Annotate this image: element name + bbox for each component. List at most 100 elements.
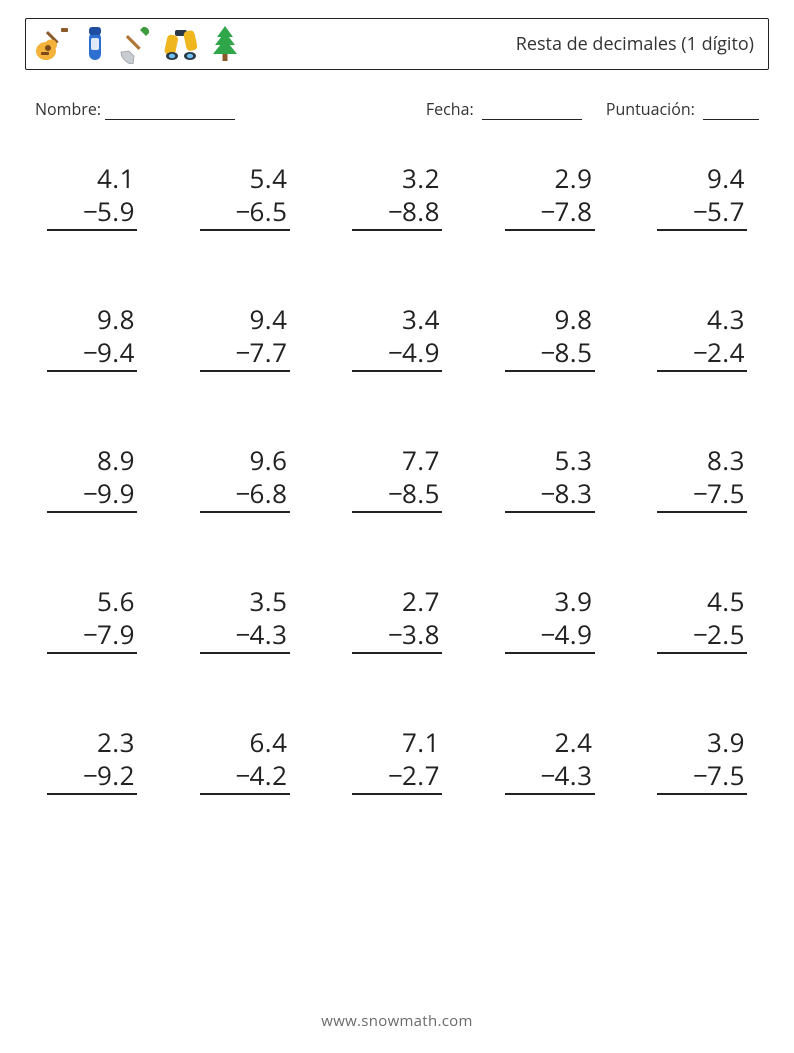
minuend: 5.3 xyxy=(505,444,595,477)
subtrahend-value: 8.5 xyxy=(554,334,592,370)
minuend: 2.3 xyxy=(47,726,137,759)
problem-cell: 9.4−7.7 xyxy=(200,303,290,372)
subtrahend: −7.8 xyxy=(505,195,595,232)
minuend: 4.5 xyxy=(657,585,747,618)
problem-cell: 2.9−7.8 xyxy=(505,162,595,231)
subtrahend: −2.5 xyxy=(657,618,747,655)
subtrahend: −2.4 xyxy=(657,336,747,373)
subtrahend: −8.3 xyxy=(505,477,595,514)
score-blank[interactable] xyxy=(703,102,759,120)
subtrahend: −7.5 xyxy=(657,759,747,796)
problem-cell: 8.9−9.9 xyxy=(47,444,137,513)
shovel-icon xyxy=(118,24,152,64)
problem-cell: 5.4−6.5 xyxy=(200,162,290,231)
subtrahend-value: 4.3 xyxy=(249,616,287,652)
subtrahend-value: 9.4 xyxy=(97,334,135,370)
subtrahend-value: 7.5 xyxy=(707,757,745,793)
problem-cell: 5.6−7.9 xyxy=(47,585,137,654)
subtrahend: −4.9 xyxy=(505,618,595,655)
minuend: 8.9 xyxy=(47,444,137,477)
subtrahend-value: 4.9 xyxy=(554,616,592,652)
guitar-icon xyxy=(34,25,72,63)
minuend: 9.8 xyxy=(47,303,137,336)
problem-cell: 9.8−8.5 xyxy=(505,303,595,372)
problem-cell: 3.2−8.8 xyxy=(352,162,442,231)
subtrahend: −8.5 xyxy=(352,477,442,514)
subtrahend: −7.7 xyxy=(200,336,290,373)
subtrahend-value: 3.8 xyxy=(402,616,440,652)
subtrahend: −7.5 xyxy=(657,477,747,514)
subtrahend-value: 6.8 xyxy=(249,475,287,511)
problem-cell: 3.9−4.9 xyxy=(505,585,595,654)
minuend: 9.4 xyxy=(200,303,290,336)
minuend: 4.3 xyxy=(657,303,747,336)
problem-cell: 3.4−4.9 xyxy=(352,303,442,372)
minuend: 2.9 xyxy=(505,162,595,195)
subtrahend-value: 7.8 xyxy=(554,193,592,229)
subtrahend-value: 4.2 xyxy=(249,757,287,793)
subtrahend-value: 7.7 xyxy=(249,334,287,370)
minuend: 9.6 xyxy=(200,444,290,477)
minuend: 5.4 xyxy=(200,162,290,195)
problem-cell: 2.7−3.8 xyxy=(352,585,442,654)
subtrahend-value: 8.3 xyxy=(554,475,592,511)
subtrahend-value: 7.9 xyxy=(97,616,135,652)
minuend: 7.1 xyxy=(352,726,442,759)
minuend: 4.1 xyxy=(47,162,137,195)
subtrahend: −8.8 xyxy=(352,195,442,232)
footer-url: www.snowmath.com xyxy=(0,1011,794,1031)
subtrahend: −9.9 xyxy=(47,477,137,514)
thermos-icon xyxy=(82,24,108,64)
score-label: Puntuación: xyxy=(606,98,695,120)
subtrahend-value: 6.5 xyxy=(249,193,287,229)
subtrahend: −4.9 xyxy=(352,336,442,373)
minuend: 7.7 xyxy=(352,444,442,477)
problem-cell: 9.8−9.4 xyxy=(47,303,137,372)
problem-row: 8.9−9.9 9.6−6.8 7.7−8.5 5.3−8.3 8.3−7.5 xyxy=(47,444,747,513)
minuend: 9.4 xyxy=(657,162,747,195)
name-blank[interactable] xyxy=(105,102,235,120)
worksheet-sheet: Resta de decimales (1 dígito) Nombre: Fe… xyxy=(0,0,794,795)
problem-cell: 7.7−8.5 xyxy=(352,444,442,513)
subtrahend-value: 5.9 xyxy=(97,193,135,229)
minuend: 3.9 xyxy=(657,726,747,759)
meta-left: Nombre: xyxy=(35,98,235,120)
subtrahend: −3.8 xyxy=(352,618,442,655)
minuend: 2.7 xyxy=(352,585,442,618)
problem-cell: 5.3−8.3 xyxy=(505,444,595,513)
problem-cell: 4.3−2.4 xyxy=(657,303,747,372)
problem-row: 9.8−9.4 9.4−7.7 3.4−4.9 9.8−8.5 4.3−2.4 xyxy=(47,303,747,372)
date-blank[interactable] xyxy=(482,102,582,120)
subtrahend-value: 9.2 xyxy=(97,757,135,793)
minuend: 3.4 xyxy=(352,303,442,336)
problems-grid: 4.1−5.9 5.4−6.5 3.2−8.8 2.9−7.8 9.4−5.7 … xyxy=(47,162,747,795)
minuend: 8.3 xyxy=(657,444,747,477)
subtrahend-value: 2.5 xyxy=(707,616,745,652)
problem-cell: 4.1−5.9 xyxy=(47,162,137,231)
problem-cell: 6.4−4.2 xyxy=(200,726,290,795)
meta-right: Fecha: Puntuación: xyxy=(426,98,759,120)
subtrahend: −4.3 xyxy=(200,618,290,655)
minuend: 3.2 xyxy=(352,162,442,195)
minuend: 9.8 xyxy=(505,303,595,336)
worksheet-title: Resta de decimales (1 dígito) xyxy=(516,32,754,56)
problem-cell: 4.5−2.5 xyxy=(657,585,747,654)
problem-cell: 2.4−4.3 xyxy=(505,726,595,795)
minuend: 3.9 xyxy=(505,585,595,618)
name-label: Nombre: xyxy=(35,98,101,120)
subtrahend-value: 2.7 xyxy=(402,757,440,793)
subtrahend-value: 4.9 xyxy=(402,334,440,370)
header-box: Resta de decimales (1 dígito) xyxy=(25,18,769,70)
pine-tree-icon xyxy=(210,24,240,64)
header-icon-row xyxy=(34,24,240,64)
subtrahend-value: 2.4 xyxy=(707,334,745,370)
minuend: 5.6 xyxy=(47,585,137,618)
subtrahend-value: 7.5 xyxy=(707,475,745,511)
subtrahend: −6.8 xyxy=(200,477,290,514)
subtrahend-value: 8.8 xyxy=(402,193,440,229)
subtrahend: −9.2 xyxy=(47,759,137,796)
subtrahend-value: 8.5 xyxy=(402,475,440,511)
meta-line: Nombre: Fecha: Puntuación: xyxy=(35,98,759,120)
minuend: 2.4 xyxy=(505,726,595,759)
subtrahend-value: 9.9 xyxy=(97,475,135,511)
